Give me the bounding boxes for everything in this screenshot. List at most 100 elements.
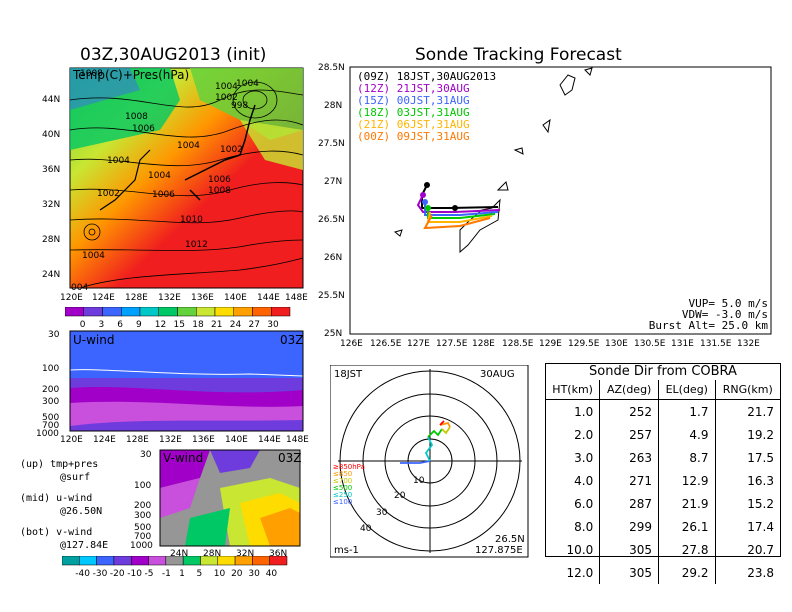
colorbar-label: -10 bbox=[127, 569, 142, 578]
track-lon-tick: 129E bbox=[539, 339, 562, 349]
colorbar-swatch bbox=[79, 556, 97, 566]
map-lon-labels: 120E 124E 128E 132E 136E 140E 144E 148E bbox=[60, 293, 308, 303]
u-wind-panel: U-wind 03Z 30 100 200 300 500 700 1000 1… bbox=[36, 330, 309, 445]
table-cell: 4.0 bbox=[574, 473, 594, 488]
track-legend-item: (09Z) 18JST,30AUG2013 bbox=[357, 70, 497, 83]
colorbar-label: 6 bbox=[117, 320, 123, 329]
sonde-table-panel: Sonde Dir from COBRA HT(km) AZ(deg) EL(d… bbox=[545, 363, 781, 584]
colorbar-swatch bbox=[234, 556, 253, 566]
table-row: 8.0 299 26.1 17.4 bbox=[546, 515, 780, 538]
table-cell: 263 bbox=[599, 446, 659, 469]
pressure-legend-item: ≤500 bbox=[333, 484, 352, 492]
colorbar-swatch bbox=[113, 556, 132, 566]
sonde-tracks bbox=[416, 184, 501, 230]
v-y-tick: 100 bbox=[134, 481, 151, 491]
lat-tick: 28N bbox=[42, 235, 60, 245]
track-lon-tick: 127E bbox=[407, 339, 430, 349]
table-cell: 305 bbox=[599, 561, 659, 584]
colorbar-label: -1 bbox=[162, 569, 171, 578]
left-map-title: 03Z,30AUG2013 (init) bbox=[80, 45, 267, 65]
table-row: 12.0 305 29.2 23.8 bbox=[546, 561, 780, 584]
v-wind-panel: V-wind 03Z 30 100 200 300 500 700 1000 2… bbox=[130, 449, 302, 559]
colorbar-swatch bbox=[102, 307, 122, 317]
isobar-label: 998 bbox=[231, 101, 248, 111]
track-legend-item: (18Z) 03JST,31AUG bbox=[357, 106, 470, 119]
v-x-tick: 28N bbox=[203, 549, 221, 559]
field-label: Temp(C)+Pres(hPa) bbox=[72, 68, 189, 82]
colorbar-label: 18 bbox=[192, 320, 204, 329]
hodograph-trace bbox=[400, 420, 451, 464]
table-cell: 8.7 bbox=[658, 446, 715, 469]
v-x-tick: 24N bbox=[170, 549, 188, 559]
isobar-label: 1004 bbox=[82, 251, 105, 261]
u-y-tick: 200 bbox=[42, 385, 59, 395]
colorbar-label: 15 bbox=[174, 320, 185, 329]
track-lon-tick: 131.5E bbox=[700, 339, 732, 349]
track-lat-tick: 26N bbox=[324, 253, 342, 263]
colorbar-swatch bbox=[252, 556, 270, 566]
track-lat-tick: 25N bbox=[324, 329, 342, 339]
ring-label: 40 bbox=[360, 524, 372, 534]
isobar-label: 1006 bbox=[208, 175, 231, 185]
table-cell: 16.3 bbox=[714, 469, 780, 492]
colorbar-swatch bbox=[62, 556, 80, 566]
track-points bbox=[420, 182, 458, 211]
colorbar-label: 24 bbox=[230, 320, 242, 329]
table-cell: 1.7 bbox=[658, 399, 715, 423]
table-cell: 21.9 bbox=[658, 492, 715, 515]
isobars bbox=[69, 81, 304, 289]
colorbar-swatch bbox=[83, 307, 103, 317]
table-cell: 17.4 bbox=[714, 515, 780, 538]
colorbar-swatch bbox=[148, 556, 167, 566]
isobar-labels: 1008 1004 1002 1004 998 1008 1006 1004 1… bbox=[71, 69, 259, 293]
table-cell: 10.0 bbox=[566, 542, 594, 557]
colorbar-swatch bbox=[121, 307, 141, 317]
launch-params: VUP= 5.0 m/s VDW= -3.0 m/s Burst Alt= 25… bbox=[630, 298, 768, 331]
colorbar-label: 3 bbox=[99, 320, 105, 329]
v-y-tick: 200 bbox=[134, 501, 151, 511]
table-row: 2.0 257 4.9 19.2 bbox=[546, 423, 780, 446]
table-cell: 2.0 bbox=[574, 427, 594, 442]
ring-label: 30 bbox=[376, 508, 388, 518]
pressure-legend-item: ≤100 bbox=[333, 498, 352, 506]
table-row: 6.0 287 21.9 15.2 bbox=[546, 492, 780, 515]
burst-param: Burst Alt= 25.0 km bbox=[648, 319, 768, 332]
u-wind-label: U-wind bbox=[73, 333, 114, 347]
polar-lat: 26.5N bbox=[495, 534, 525, 545]
track-map: 28.5N 28N 27.5N 27N 26.5N 26N 25.5N 25N … bbox=[318, 63, 772, 349]
table-cell: 19.2 bbox=[714, 423, 780, 446]
colorbar-swatch bbox=[65, 307, 84, 317]
colorbar-label: 30 bbox=[248, 569, 260, 578]
table-cell: 6.0 bbox=[574, 496, 594, 511]
colorbar-label: 1 bbox=[179, 569, 185, 578]
u-y-tick: 100 bbox=[42, 364, 59, 374]
polar-time: 18JST bbox=[334, 369, 363, 380]
isobar-label: 1008 bbox=[125, 112, 148, 122]
track-lat-tick: 26.5N bbox=[318, 215, 345, 225]
lat-tick: 32N bbox=[42, 200, 60, 210]
ring-label: 10 bbox=[413, 476, 425, 486]
vup-param: VUP= 5.0 m/s bbox=[688, 297, 768, 310]
colorbar-label: 27 bbox=[249, 320, 260, 329]
track-lat-tick: 27N bbox=[324, 177, 342, 187]
table-row: 4.0 271 12.9 16.3 bbox=[546, 469, 780, 492]
colorbar-swatch bbox=[182, 556, 201, 566]
colorbar-label: 20 bbox=[231, 569, 243, 578]
track-legend-item: (12Z) 21JST,30AUG bbox=[357, 82, 470, 95]
track-lon-tick: 128.5E bbox=[502, 339, 534, 349]
v-wind-colorbar: -40 -30 -20 -10 -5 -1 1 5 10 20 30 40 bbox=[62, 556, 288, 578]
colorbar-swatch bbox=[165, 556, 184, 566]
col-header: AZ(deg) bbox=[599, 380, 659, 400]
colorbar-swatch bbox=[269, 556, 288, 566]
colorbar-label: 21 bbox=[211, 320, 222, 329]
colorbar-swatch bbox=[177, 307, 197, 317]
table-cell: 17.5 bbox=[714, 446, 780, 469]
table-cell: 29.2 bbox=[658, 561, 715, 584]
colorbar-swatch bbox=[214, 307, 234, 317]
legend-up: (up) tmp+pres bbox=[20, 459, 99, 470]
u-x-tick: 144E bbox=[258, 435, 281, 445]
track-lat-tick: 28.5N bbox=[318, 63, 345, 73]
surface-temp-map: 44N 40N 36N 32N 28N 24N 120E 124E 128E 1… bbox=[42, 67, 308, 303]
pressure-legend-item: ≤700 bbox=[333, 477, 352, 485]
legend-mid2: @26.50N bbox=[60, 506, 103, 517]
